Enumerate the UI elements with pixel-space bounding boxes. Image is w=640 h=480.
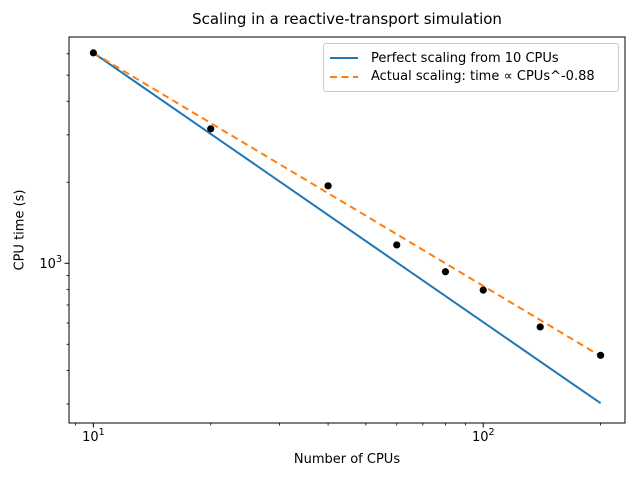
y-axis-label: CPU time (s)	[12, 189, 28, 271]
y-tick-label: 103	[39, 254, 62, 272]
legend-item-perfect-scaling: Perfect scaling from 10 CPUs	[330, 49, 612, 68]
data-point	[207, 125, 215, 133]
legend-item-actual-scaling: Actual scaling: time ∝ CPUs^-0.88	[330, 68, 612, 87]
actual-scaling-line	[92, 52, 602, 357]
legend: Perfect scaling from 10 CPUs Actual scal…	[323, 43, 619, 92]
legend-label: Actual scaling: time ∝ CPUs^-0.88	[371, 69, 595, 85]
plot-spines	[68, 36, 626, 424]
chart-title: Scaling in a reactive-transport simulati…	[192, 10, 502, 28]
data-point	[393, 241, 401, 249]
legend-label: Perfect scaling from 10 CPUs	[371, 50, 559, 66]
data-point	[441, 268, 450, 276]
x-tick-label: 101	[82, 427, 105, 445]
x-tick-label: 102	[472, 427, 495, 445]
data-point	[536, 323, 544, 331]
data-point	[597, 351, 605, 359]
legend-line-solid-icon	[330, 57, 358, 60]
x-axis-label: Number of CPUs	[293, 452, 401, 467]
legend-line-dashed-icon	[330, 75, 358, 78]
data-point	[324, 182, 332, 190]
perfect-scaling-line	[92, 52, 602, 405]
data-point	[89, 49, 97, 57]
data-point	[479, 286, 487, 294]
